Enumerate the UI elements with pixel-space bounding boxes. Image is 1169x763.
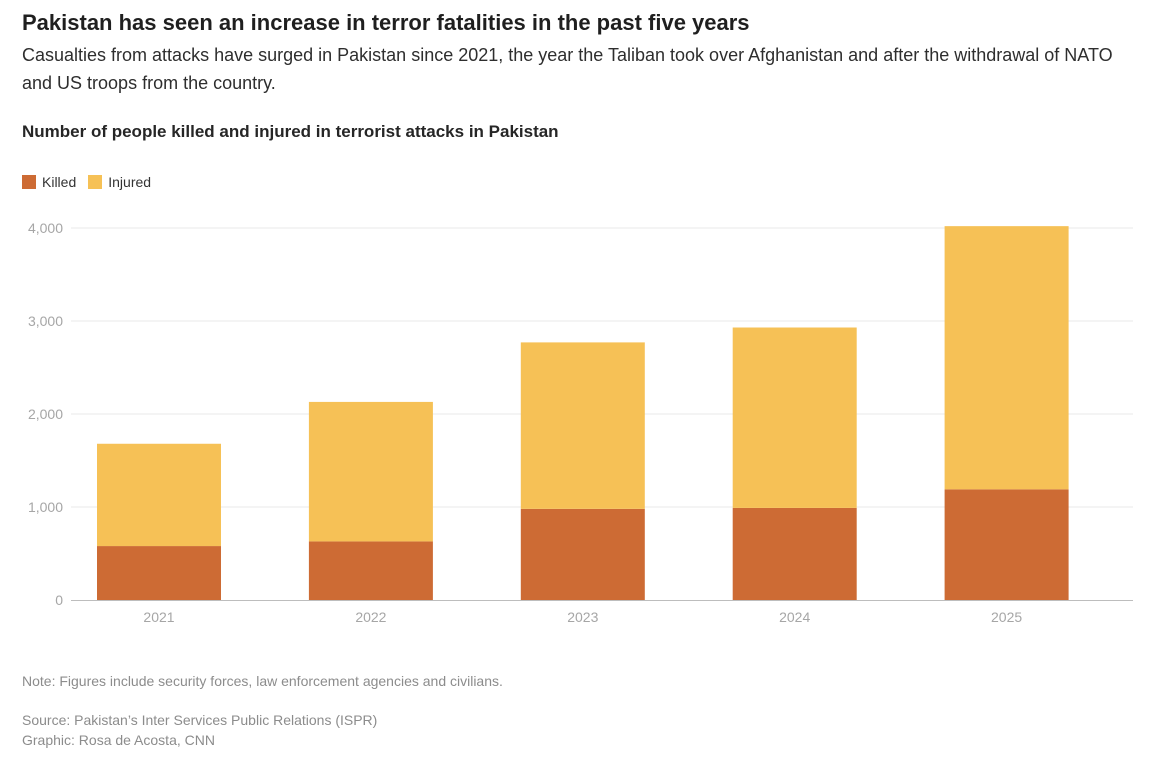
y-tick-label: 1,000 (28, 499, 63, 515)
stacked-bar-chart: 0 1,000 2,000 3,000 4,000 2021 2022 2023 2024 202… (28, 220, 1133, 625)
y-tick-label: 3,000 (28, 313, 63, 329)
bar-injured-2022 (308, 401, 433, 542)
x-tick-label: 2021 (143, 609, 174, 625)
chart-title: Number of people killed and injured in t… (22, 122, 559, 141)
bar-killed-2025 (944, 489, 1069, 600)
y-tick-label: 0 (55, 592, 63, 608)
legend-swatch-killed (22, 175, 36, 189)
bar-killed-2022 (308, 541, 433, 600)
x-tick-label: 2022 (355, 609, 386, 625)
legend-item-killed: Killed (22, 174, 76, 190)
x-tick-label: 2024 (779, 609, 810, 625)
legend: Killed Injured (22, 172, 163, 192)
bar-injured-2025 (944, 226, 1069, 490)
source-line: Source: Pakistan’s Inter Services Public… (22, 712, 378, 728)
legend-label-injured: Injured (108, 174, 152, 190)
x-tick-label: 2023 (567, 609, 598, 625)
legend-item-injured: Injured (88, 174, 151, 190)
bar-injured-2024 (732, 327, 857, 508)
footnote: Note: Figures include security forces, l… (22, 673, 503, 689)
headline: Pakistan has seen an increase in terror … (22, 10, 750, 35)
bar-injured-2021 (97, 443, 221, 547)
y-tick-label: 2,000 (28, 406, 63, 422)
bar-injured-2023 (520, 342, 645, 509)
legend-swatch-injured (88, 175, 103, 189)
y-tick-label: 4,000 (28, 220, 63, 236)
bar-killed-2023 (520, 508, 645, 600)
dek: Casualties from attacks have surged in P… (22, 45, 1113, 93)
bar-killed-2021 (97, 546, 221, 600)
bar-killed-2024 (732, 507, 857, 600)
legend-label-killed: Killed (42, 174, 77, 190)
graphic-credit: Graphic: Rosa de Acosta, CNN (22, 732, 215, 748)
x-tick-label: 2025 (991, 609, 1022, 625)
